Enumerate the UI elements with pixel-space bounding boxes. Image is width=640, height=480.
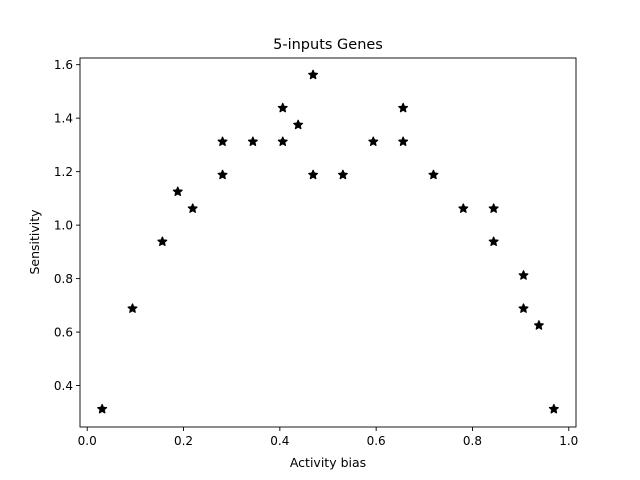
data-point: [533, 320, 544, 330]
x-axis-label: Activity bias: [290, 455, 366, 470]
data-point: [488, 236, 499, 247]
plot-area: 0.0 0.2 0.4 0.6 0.8 1.0 0.4 0.6 0.8 1.0 1.2 1.4 1.6: [54, 57, 578, 448]
x-tick-label: 0.6: [367, 434, 386, 448]
y-tick-label: 0.8: [54, 272, 73, 286]
data-point: [217, 169, 228, 180]
y-tick-label: 1.0: [54, 218, 73, 232]
data-point: [488, 203, 499, 213]
data-point: [172, 186, 183, 197]
y-tick-label: 0.4: [54, 379, 73, 393]
x-tick-label: 0.4: [270, 434, 289, 448]
data-point: [187, 203, 198, 213]
y-tick-label: 0.6: [54, 325, 73, 339]
y-tick-label: 1.2: [54, 165, 73, 179]
data-point: [308, 69, 319, 80]
x-tick-label: 1.0: [559, 434, 578, 448]
data-point: [518, 303, 529, 313]
data-point: [398, 136, 409, 147]
y-tick-label: 1.4: [54, 111, 73, 125]
x-tick-label: 0.0: [78, 434, 97, 448]
x-axis: 0.0 0.2 0.4 0.6 0.8 1.0: [78, 427, 578, 448]
data-point: [247, 136, 258, 147]
data-point: [398, 102, 409, 113]
data-points: [97, 69, 559, 414]
data-point: [157, 236, 168, 247]
y-tick-label: 1.6: [54, 58, 73, 72]
x-tick-label: 0.8: [463, 434, 482, 448]
data-point: [277, 102, 288, 113]
data-point: [368, 136, 379, 147]
y-axis: 0.4 0.6 0.8 1.0 1.2 1.4 1.6: [54, 58, 80, 393]
plot-frame: [79, 57, 577, 428]
x-tick-label: 0.2: [174, 434, 193, 448]
data-point: [127, 303, 138, 313]
data-point: [548, 403, 559, 414]
data-point: [337, 169, 348, 180]
data-point: [518, 270, 529, 280]
data-point: [217, 136, 228, 147]
data-point: [277, 136, 288, 147]
y-axis-label: Sensitivity: [27, 209, 42, 275]
chart-title: 5-inputs Genes: [273, 37, 383, 53]
data-point: [97, 403, 108, 414]
data-point: [293, 119, 304, 130]
data-point: [308, 169, 319, 180]
data-point: [458, 203, 469, 213]
data-point: [428, 169, 439, 180]
